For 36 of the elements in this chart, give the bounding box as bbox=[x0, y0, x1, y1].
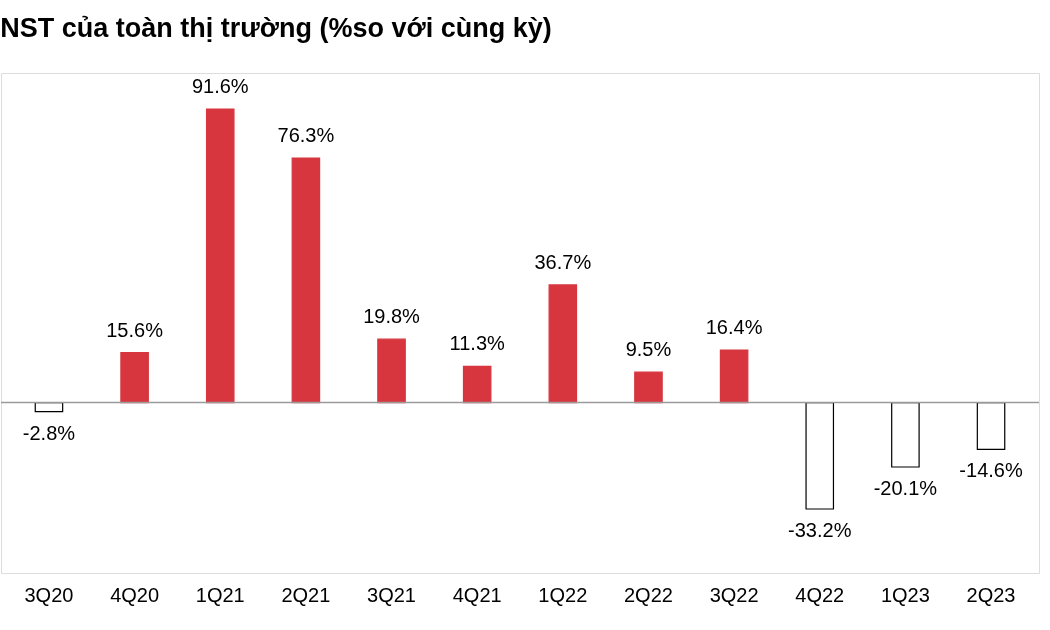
bar bbox=[462, 365, 492, 404]
x-tick-label: 1Q21 bbox=[195, 583, 245, 606]
x-tick-label: 4Q21 bbox=[452, 583, 502, 606]
x-tick-label: 3Q22 bbox=[709, 583, 759, 606]
data-label: -14.6% bbox=[959, 459, 1023, 482]
data-label: 19.8% bbox=[363, 305, 421, 328]
x-tick-label: 3Q20 bbox=[24, 583, 74, 606]
bar bbox=[548, 284, 578, 404]
data-label: 15.6% bbox=[106, 318, 164, 341]
bar bbox=[291, 157, 321, 404]
x-tick-label: 1Q23 bbox=[880, 583, 930, 606]
bar bbox=[891, 401, 920, 468]
data-label: 91.6% bbox=[191, 75, 249, 97]
x-tick-label: 2Q21 bbox=[281, 583, 331, 606]
x-tick-label: 2Q22 bbox=[624, 583, 673, 606]
bar bbox=[205, 108, 235, 404]
x-tick-label: 3Q21 bbox=[367, 583, 416, 606]
bar bbox=[634, 371, 663, 404]
x-tick-label: 4Q20 bbox=[110, 583, 160, 606]
bar bbox=[805, 401, 835, 510]
data-label: 36.7% bbox=[534, 250, 592, 273]
x-tick-label: 2Q23 bbox=[966, 583, 1016, 606]
data-label: 11.3% bbox=[449, 332, 505, 355]
data-label: 9.5% bbox=[625, 338, 672, 361]
bar bbox=[719, 349, 749, 404]
data-label: 76.3% bbox=[277, 124, 335, 147]
bar bbox=[377, 338, 406, 404]
data-label: -2.8% bbox=[22, 421, 76, 444]
x-tick-label: 1Q22 bbox=[538, 583, 588, 606]
x-tick-label: 4Q22 bbox=[795, 583, 845, 606]
data-label: -33.2% bbox=[788, 519, 852, 541]
chart-title: NST của toàn thị trường (%so với cùng kỳ) bbox=[0, 13, 552, 43]
bar bbox=[976, 401, 1006, 450]
data-label: -20.1% bbox=[873, 477, 938, 500]
data-label: 16.4% bbox=[705, 316, 763, 339]
bar bbox=[120, 351, 149, 404]
